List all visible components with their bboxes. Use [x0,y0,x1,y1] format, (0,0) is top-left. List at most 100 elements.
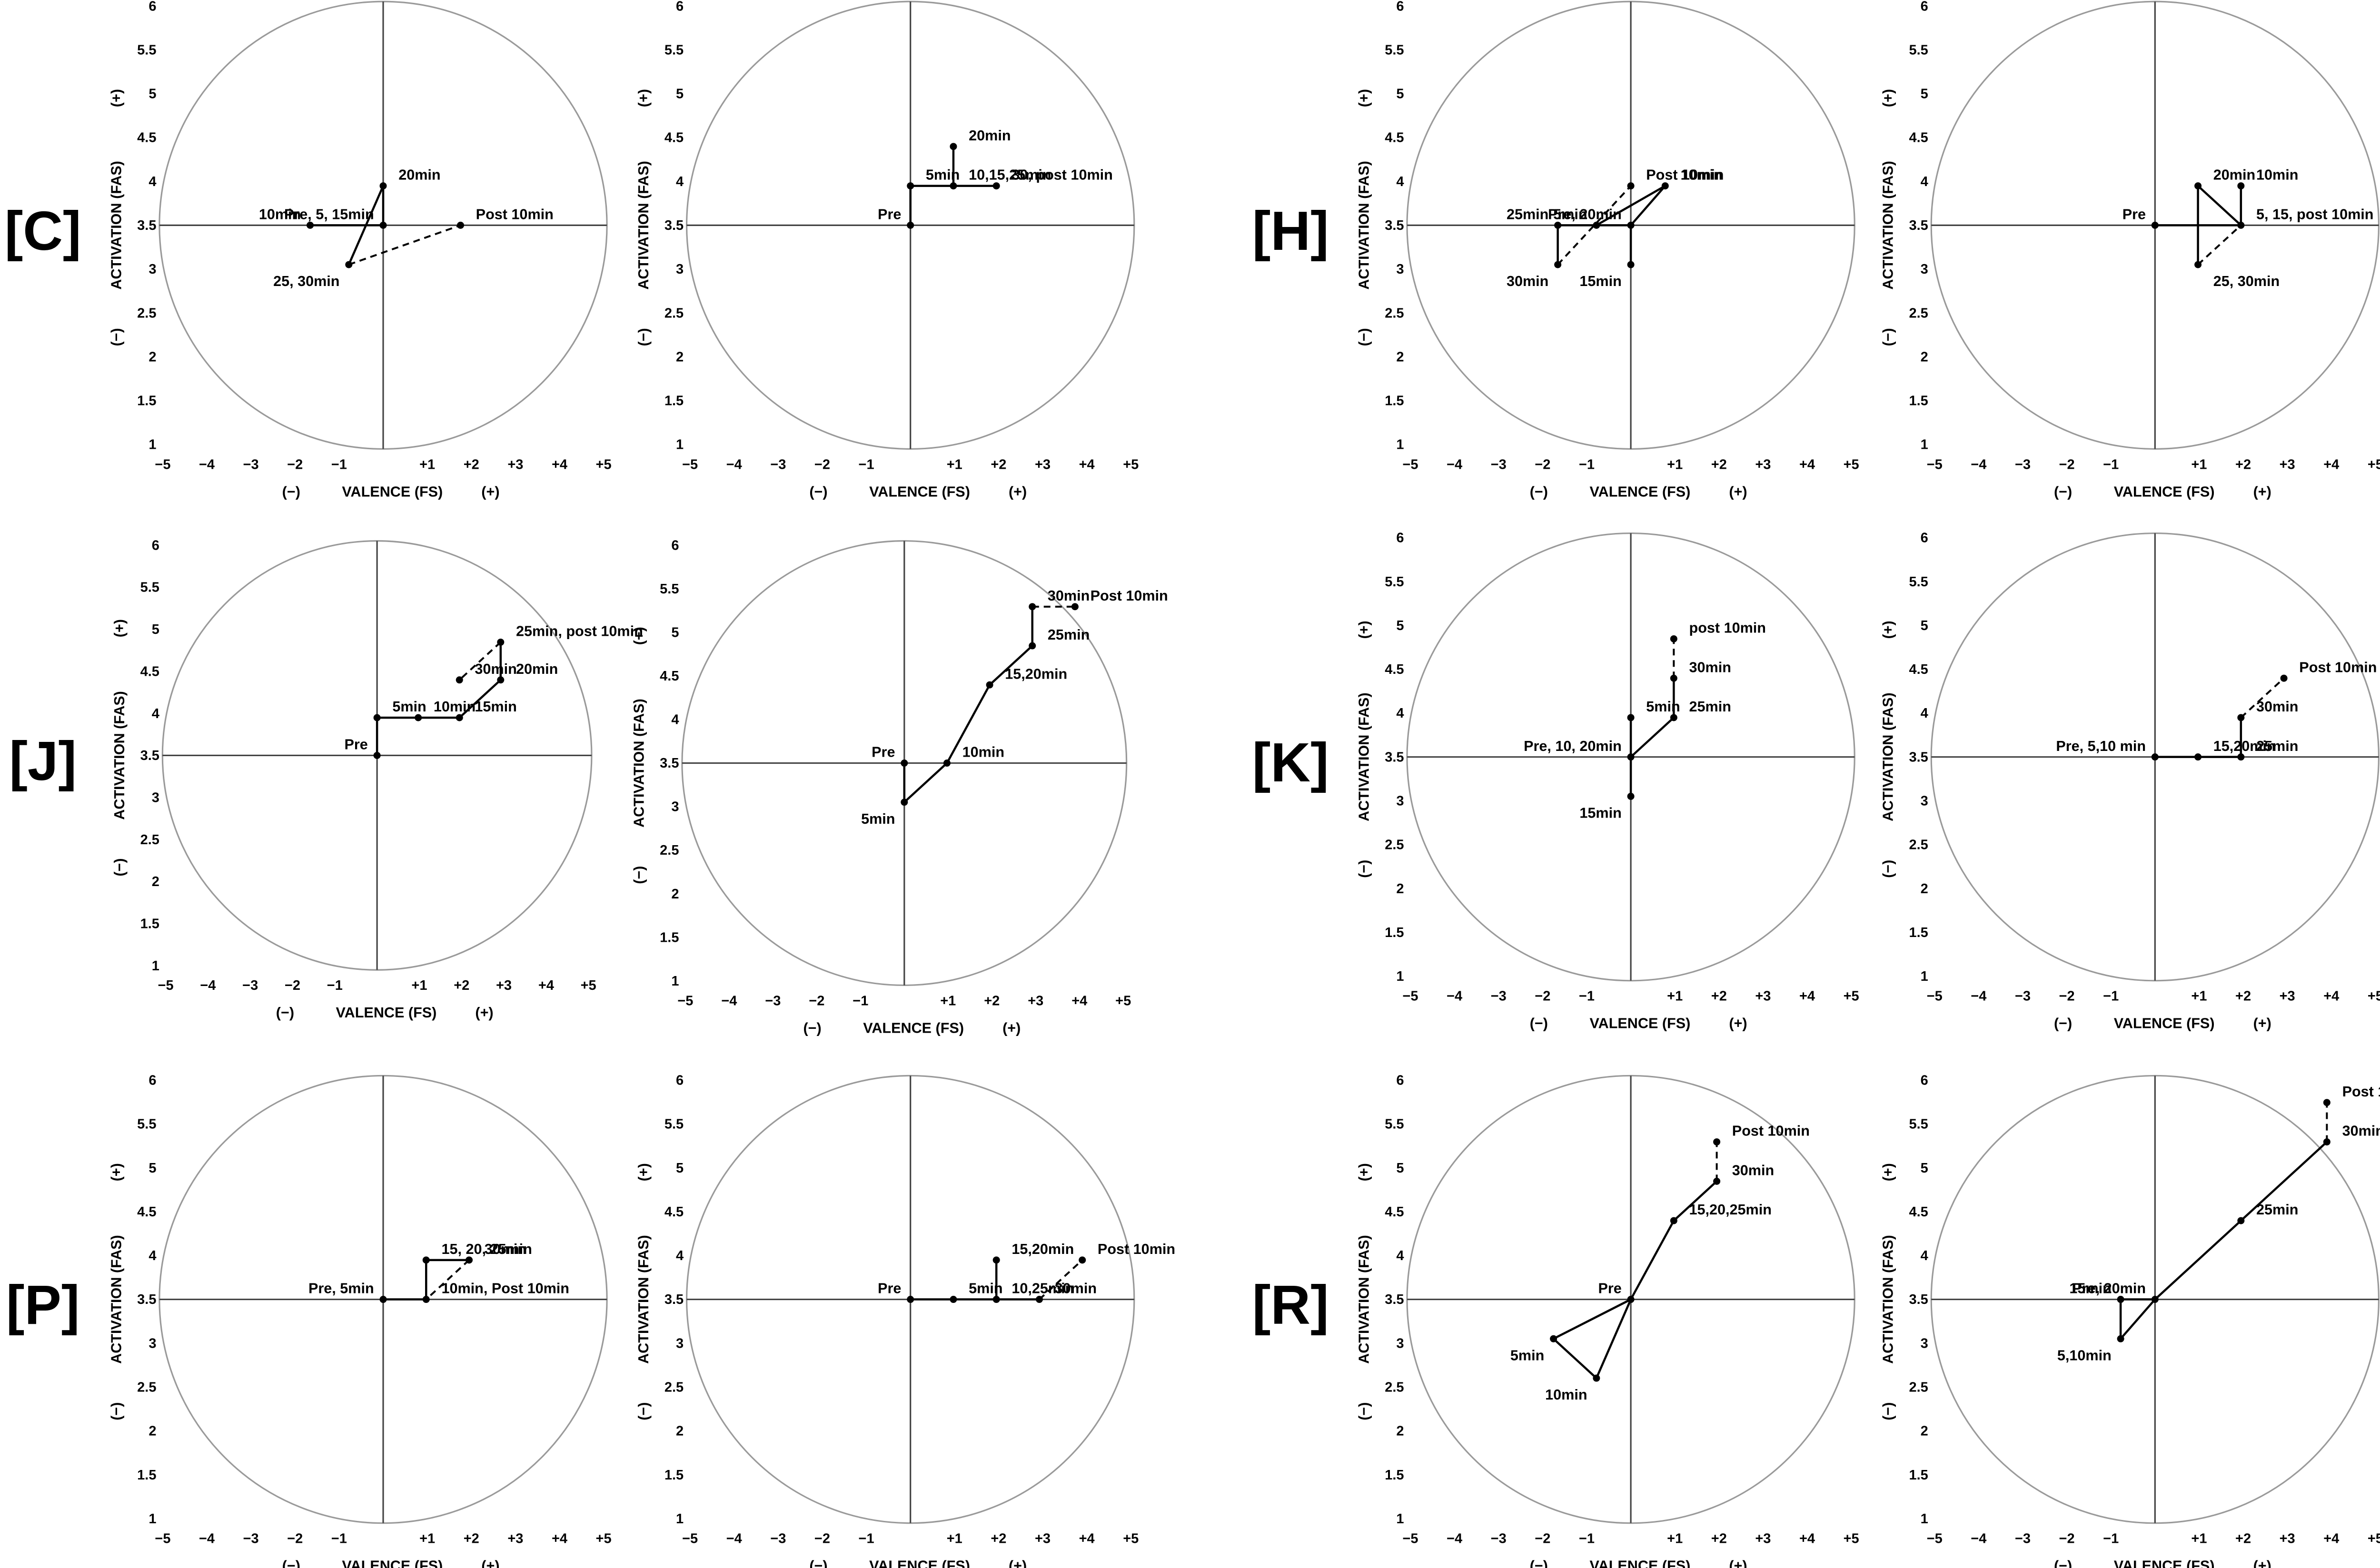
data-point [497,638,505,646]
x-tick-label: +3 [1028,993,1043,1008]
post-trajectory-dashed [348,224,461,266]
y-tick-label: 1 [149,1511,156,1527]
y-axis-pos: (+) [635,1163,652,1181]
y-axis-neg: (−) [1880,1402,1896,1420]
data-point [1035,1296,1043,1303]
y-tick-label: 2.5 [137,1380,156,1395]
y-tick-label: 3 [1396,262,1404,277]
x-tick-label: +4 [1799,989,1815,1004]
x-tick-label: +1 [1667,989,1683,1004]
point-label: Pre, 5min [308,1281,374,1297]
x-tick-label: −4 [726,1531,742,1547]
chart-panel: −5 −4 −3 −2 −1 +1 +2 +3 +4 +5 1 1.5 2 2.5 3 3.5 4 4.5 5 5.5… [1880,531,2380,1032]
x-tick-label: −1 [2103,1531,2119,1547]
data-point [986,681,993,689]
point-label: 5min [1553,206,1587,222]
y-tick-label: 2 [1396,1424,1404,1439]
point-label: 15, 20, 25min [441,1241,532,1257]
y-tick-label: 6 [1396,0,1404,14]
y-axis-neg: (−) [635,1402,652,1420]
x-tick-label: +2 [2235,1531,2251,1547]
x-tick-label: +5 [2368,989,2380,1004]
y-tick-label: 4.5 [137,1204,156,1220]
trajectory-line [309,185,385,265]
data-point [1029,642,1036,650]
y-tick-label: 5 [1921,1161,1928,1176]
x-tick-label: −2 [287,1531,303,1547]
post-trajectory-dashed [2240,677,2285,719]
point-label: 20min [969,128,1011,144]
data-point [1550,1335,1557,1342]
point-label: 30min [1507,273,1548,289]
point-label: 10min, Post 10min [441,1281,569,1297]
data-point [2237,1217,2245,1224]
x-tick-label: −3 [243,457,259,472]
data-point [456,714,463,721]
y-axis-title: ACTIVATION (FAS) [108,1235,124,1364]
x-axis-pos: (+) [1009,1558,1027,1568]
point-label: 5min [392,699,426,715]
point-label: Pre [878,1281,901,1297]
y-axis-neg: (−) [631,866,647,884]
chart-panel: [P] −5 −4 −3 −2 −1 +1 +2 +3 +4 +5 1 1.5 2 2.5 3 3.5 4 4.5 5… [6,1073,612,1568]
x-tick-label: +5 [1115,993,1131,1008]
point-label: Pre [1598,1281,1621,1297]
x-tick-label: −4 [721,993,737,1008]
y-tick-label: 5.5 [1385,42,1404,58]
y-tick-label: 2.5 [140,832,159,848]
point-label: Pre, 10, 20min [1524,738,1622,754]
y-tick-label: 5.5 [1385,574,1404,590]
x-tick-label: +4 [2323,1531,2339,1547]
y-tick-label: 3.5 [664,1292,684,1307]
x-tick-label: −4 [199,457,215,472]
y-tick-label: 4.5 [1385,130,1404,146]
x-axis-pos: (+) [2253,1016,2271,1032]
y-tick-label: 2 [1921,349,1928,365]
data-point [1079,1256,1086,1264]
x-tick-label: −1 [331,457,347,472]
y-tick-label: 2 [1396,349,1404,365]
point-label: 15min [2069,1281,2111,1297]
chart-panel: −5 −4 −3 −2 −1 +1 +2 +3 +4 +5 1 1.5 2 2.5 3 3.5 4 4.5 5 5.5… [1880,0,2380,500]
data-point [2151,1296,2159,1303]
y-tick-label: 4 [676,174,684,189]
y-tick-label: 3 [671,799,679,815]
point-label: Pre [878,206,901,222]
y-tick-label: 2.5 [664,1380,684,1395]
y-axis-pos: (+) [1356,1163,1372,1181]
y-tick-label: 1.5 [1385,1468,1404,1483]
x-tick-label: +1 [2191,989,2207,1004]
y-tick-label: 4.5 [137,130,156,146]
chart-panel: −5 −4 −3 −2 −1 +1 +2 +3 +4 +5 1 1.5 2 2.5 3 3.5 4 4.5 5 5.5… [635,0,1139,500]
y-tick-label: 2 [1921,1424,1928,1439]
data-point [1071,603,1079,611]
data-point [1029,603,1036,611]
y-axis-pos: (+) [1356,621,1372,639]
y-tick-label: 3 [149,1336,156,1351]
x-tick-label: +5 [1844,1531,1859,1547]
y-tick-label: 2 [149,349,156,365]
y-tick-label: 5.5 [664,42,684,58]
y-tick-label: 4.5 [1385,1204,1404,1220]
y-axis-neg: (−) [111,858,128,876]
data-point [2323,1138,2330,1146]
y-tick-label: 6 [1396,531,1404,546]
y-axis-neg: (−) [108,328,124,346]
x-tick-label: +2 [1711,989,1727,1004]
point-label: Pre, 20min [1548,206,1622,222]
data-point [901,759,908,767]
point-label: 5min [861,811,895,827]
point-label: 25min [1507,206,1548,222]
y-tick-label: 4 [149,1248,156,1263]
x-tick-label: −1 [1579,1531,1595,1547]
y-tick-label: 5.5 [140,580,159,595]
y-axis-pos: (+) [1356,89,1372,107]
point-label: 10min [962,744,1004,760]
x-tick-label: −5 [1402,1531,1418,1547]
point-label: post 10min [1689,620,1766,636]
y-tick-label: 6 [1921,1073,1928,1088]
x-tick-label: −4 [200,978,216,993]
y-tick-label: 1 [676,437,684,453]
data-point [379,221,387,229]
x-axis-neg: (−) [282,1558,300,1568]
